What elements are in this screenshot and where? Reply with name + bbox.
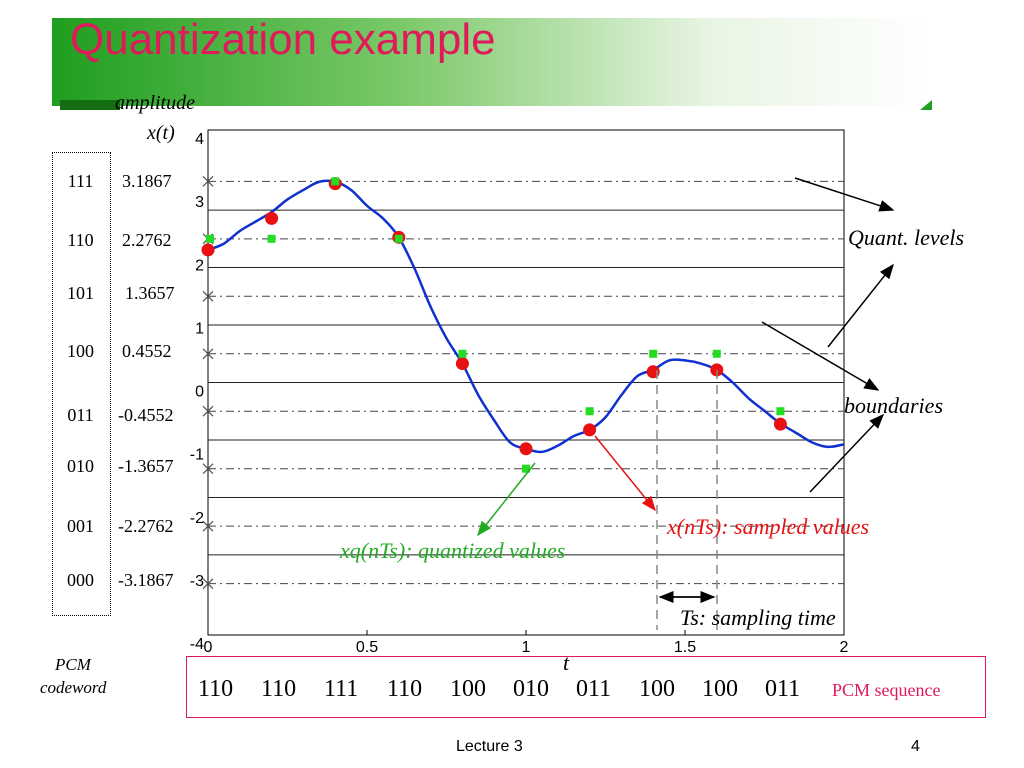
level-value-6: -2.2762 — [118, 516, 174, 536]
quant-level-marker — [202, 578, 214, 590]
quantized-point — [522, 464, 530, 473]
ts-annotation: Ts: sampling time — [680, 605, 836, 630]
quantized-point — [267, 234, 276, 243]
pcm-word-6: 011 — [576, 676, 612, 702]
x-axis-label: t — [563, 650, 570, 675]
xt-label: x(t) — [147, 122, 175, 144]
sampled-point — [201, 243, 215, 257]
quant-level-marker — [202, 405, 214, 417]
y-tick-label: -4 — [190, 636, 204, 653]
level-value-7: -3.1867 — [118, 570, 174, 590]
corner-triangle — [920, 100, 932, 110]
pcm-word-0: 110 — [198, 676, 234, 702]
level-value-2: 1.3657 — [125, 283, 175, 303]
x-tick-label: 1.5 — [674, 639, 696, 656]
pcm-word-5: 010 — [513, 676, 549, 702]
level-value-5: -1.3657 — [118, 456, 174, 476]
footer-page-number: 4 — [911, 738, 920, 755]
title-bar-gradient — [52, 18, 932, 106]
level-value-3: 0.4552 — [122, 341, 172, 361]
boundaries-arrow-2 — [809, 413, 885, 493]
sampled-point — [710, 363, 724, 377]
pcm-sequence-label: PCM sequence — [832, 680, 941, 700]
x-tick-label: 1 — [522, 639, 531, 656]
pcm-codeword-label-1: PCM — [55, 655, 91, 674]
title-bar — [52, 18, 932, 110]
quantized-point — [585, 407, 594, 416]
boundaries-arrow-1 — [761, 321, 880, 391]
y-tick-label: -2 — [190, 510, 204, 527]
y-tick-label: 0 — [195, 384, 204, 401]
pcm-word-1: 110 — [261, 676, 297, 702]
pcm-codeword-label-2: codeword — [40, 678, 107, 697]
y-tick-label: -1 — [190, 447, 204, 464]
codeword-7: 000 — [67, 570, 94, 590]
footer-lecture: Lecture 3 — [456, 738, 523, 755]
y-tick-label: 1 — [195, 320, 204, 337]
pcm-word-8: 100 — [702, 676, 738, 702]
quantized-point — [776, 407, 785, 416]
sampled-point — [265, 211, 279, 225]
quant-level-marker — [202, 348, 214, 360]
codeword-6: 001 — [67, 516, 94, 536]
quantized-point — [712, 349, 721, 358]
quant-level-marker — [202, 175, 214, 187]
x-tick-label: 2 — [840, 639, 849, 656]
codeword-1: 110 — [67, 230, 94, 250]
pcm-word-3: 110 — [387, 676, 423, 702]
pcm-sequence-box — [186, 656, 986, 718]
sampled-point — [773, 417, 787, 431]
codeword-2: 101 — [67, 283, 94, 303]
quantized-point — [394, 234, 403, 243]
level-value-4: -0.4552 — [118, 405, 174, 425]
quant-level-marker — [202, 290, 214, 302]
slide-title: Quantization example — [70, 15, 496, 64]
quantized-point — [649, 349, 658, 358]
pcm-word-9: 011 — [765, 676, 801, 702]
quant-levels-arrow-1 — [794, 177, 895, 212]
codeword-box — [52, 152, 111, 616]
x-tick-label: 0 — [204, 639, 213, 656]
level-value-1: 2.2762 — [122, 230, 172, 250]
y-tick-label: 2 — [195, 257, 204, 274]
quantized-point — [331, 177, 340, 186]
quantized-point — [458, 349, 467, 358]
quantized-point — [206, 234, 214, 243]
y-tick-label: -3 — [190, 573, 204, 590]
quant-level-marker — [202, 520, 214, 532]
boundaries-annotation: boundaries — [844, 393, 943, 418]
amplitude-label: amplitude — [115, 92, 195, 114]
pcm-word-4: 100 — [450, 676, 486, 702]
quant-levels-annotation: Quant. levels — [848, 225, 964, 250]
pcm-word-2: 111 — [324, 676, 359, 702]
sampled-point — [519, 442, 533, 456]
quant-levels-arrow-2 — [827, 263, 894, 348]
quantized-arrow — [477, 462, 536, 537]
codeword-3: 100 — [67, 341, 94, 361]
pcm-word-7: 100 — [639, 676, 675, 702]
sampled-arrow — [594, 435, 656, 512]
x-tick-label: 0.5 — [356, 639, 378, 656]
title-bar-shadow — [60, 100, 120, 110]
codeword-5: 010 — [67, 456, 94, 476]
sampled-annotation: x(nTs): sampled values — [666, 514, 869, 539]
y-tick-label: 4 — [195, 131, 204, 148]
sampled-point — [455, 357, 469, 371]
level-value-0: 3.1867 — [122, 171, 172, 191]
codeword-0: 111 — [67, 171, 94, 191]
y-tick-label: 3 — [195, 194, 204, 211]
quant-level-marker — [202, 463, 214, 475]
sampled-point — [583, 423, 597, 437]
codeword-4: 011 — [67, 405, 94, 425]
quantized-annotation: xq(nTs): quantized values — [339, 538, 565, 563]
